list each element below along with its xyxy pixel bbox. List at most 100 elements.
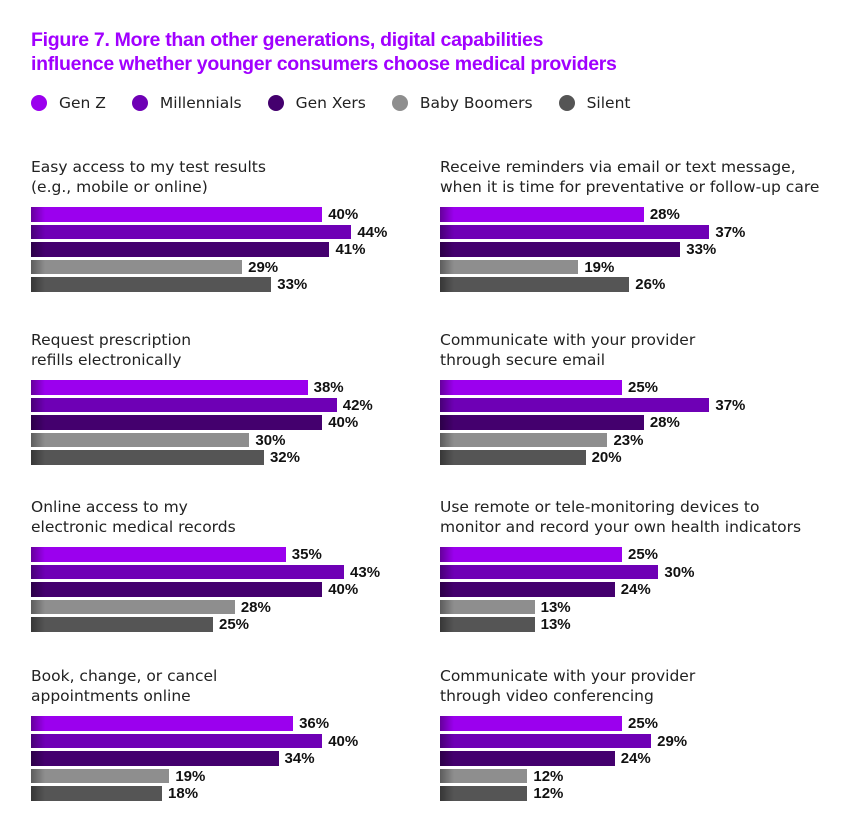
bar-row: 20%	[440, 449, 860, 467]
bar-row: 40%	[31, 414, 451, 432]
bar-gen-z	[31, 716, 294, 731]
legend-item: Baby Boomers	[391, 94, 533, 112]
chart-panel: Communicate with your provider through se…	[440, 330, 860, 467]
panel-title: Easy access to my test results (e.g., mob…	[31, 157, 451, 197]
bar-silent	[31, 450, 264, 465]
bar-gen-xers	[440, 751, 615, 766]
bar-millennials	[31, 564, 345, 579]
chart-title-line: influence whether younger consumers choo…	[31, 53, 617, 75]
bar-row: 19%	[440, 259, 860, 277]
panel-title-line: Book, change, or cancel	[31, 667, 218, 685]
bar-row: 18%	[31, 785, 451, 803]
legend-item: Gen Xers	[267, 94, 366, 112]
data-label: 28%	[649, 414, 680, 431]
data-label: 34%	[284, 750, 315, 767]
bar-row: 42%	[31, 397, 451, 415]
data-label: 40%	[328, 414, 359, 431]
legend-label: Silent	[586, 94, 631, 112]
legend-label: Baby Boomers	[419, 94, 533, 112]
bar-row: 19%	[31, 768, 451, 786]
data-label: 33%	[277, 276, 308, 293]
bar-silent	[440, 786, 528, 801]
chart-panel: Easy access to my test results (e.g., mob…	[31, 157, 451, 294]
legend-item: Gen Z	[31, 94, 106, 112]
bar-millennials	[440, 733, 652, 748]
data-label: 13%	[540, 616, 571, 633]
legend-label: Gen Xers	[295, 94, 366, 112]
panel-title-line: Request prescription	[31, 331, 192, 349]
panel-title: Communicate with your provider through se…	[440, 330, 860, 370]
data-label: 28%	[649, 206, 680, 223]
bar-row: 28%	[440, 414, 860, 432]
panel-title-line: Communicate with your provider	[440, 331, 696, 349]
panel-title-line: through video conferencing	[440, 687, 654, 705]
bar-baby-boomers	[31, 432, 250, 447]
bar-gen-xers	[31, 415, 323, 430]
bar-row: 25%	[440, 379, 860, 397]
bar-silent	[31, 617, 213, 632]
bar-silent	[440, 277, 630, 292]
bar-baby-boomers	[440, 432, 608, 447]
bar-gen-xers	[31, 751, 279, 766]
data-label: 33%	[686, 241, 717, 258]
panel-title: Use remote or tele-monitoring devices to…	[440, 497, 860, 537]
data-label: 24%	[620, 581, 651, 598]
bar-row: 13%	[440, 616, 860, 634]
bar-gen-xers	[440, 242, 681, 257]
bar-silent	[31, 786, 163, 801]
bar-row: 12%	[440, 768, 860, 786]
data-label: 38%	[313, 379, 344, 396]
bar-row: 26%	[440, 276, 860, 294]
data-label: 13%	[540, 598, 571, 616]
data-label: 19%	[175, 767, 206, 785]
bar-row: 29%	[31, 259, 451, 277]
data-label: 40%	[328, 206, 359, 223]
panel-title-line: through secure email	[440, 351, 606, 369]
bar-row: 28%	[440, 206, 860, 224]
bar-millennials	[440, 224, 710, 239]
data-label: 18%	[168, 785, 199, 802]
bar-baby-boomers	[440, 768, 528, 783]
panel-title-line: (e.g., mobile or online)	[31, 178, 208, 196]
bar-millennials	[31, 733, 323, 748]
legend-swatch	[558, 95, 575, 111]
bar-row: 25%	[31, 616, 451, 634]
data-label: 25%	[628, 546, 659, 563]
panel-title: Communicate with your provider through vi…	[440, 666, 860, 706]
chart-title-line: Figure 7. More than other generations, d…	[31, 29, 544, 51]
chart-panel: Book, change, or cancel appointments onli…	[31, 666, 451, 803]
panel-title-line: Use remote or tele-monitoring devices to	[440, 498, 760, 516]
bar-row: 41%	[31, 241, 451, 259]
bar-silent	[31, 277, 272, 292]
panel-title: Request prescription refills electronical…	[31, 330, 451, 370]
bar-baby-boomers	[31, 768, 170, 783]
panel-title-line: Receive reminders via email or text mess…	[440, 158, 796, 176]
panel-title-line: Communicate with your provider	[440, 667, 696, 685]
bar-millennials	[440, 397, 710, 412]
legend-swatch	[31, 95, 47, 111]
data-label: 40%	[328, 581, 359, 598]
bar-silent	[440, 617, 535, 632]
data-label: 35%	[291, 546, 322, 563]
panel-title-line: electronic medical records	[31, 518, 236, 536]
bar-row: 33%	[31, 276, 451, 294]
data-label: 37%	[715, 223, 746, 241]
panel-title-line: monitor and record your own health indic…	[440, 518, 802, 536]
data-label: 37%	[715, 396, 746, 414]
data-label: 23%	[613, 431, 644, 449]
bar-row: 28%	[31, 599, 451, 617]
panel-title: Receive reminders via email or text mess…	[440, 157, 860, 197]
data-label: 41%	[335, 241, 366, 258]
data-label: 24%	[620, 750, 651, 767]
data-label: 40%	[328, 732, 359, 750]
bar-row: 40%	[31, 206, 451, 224]
panel-title-line: Easy access to my test results	[31, 158, 266, 176]
bar-millennials	[31, 397, 337, 412]
data-label: 42%	[342, 396, 373, 414]
data-label: 29%	[657, 732, 688, 750]
bar-row: 40%	[31, 733, 451, 751]
data-label: 30%	[255, 431, 286, 449]
data-label: 19%	[584, 258, 615, 276]
chart-title: Figure 7. More than other generations, d…	[31, 28, 617, 76]
data-label: 25%	[628, 379, 659, 396]
